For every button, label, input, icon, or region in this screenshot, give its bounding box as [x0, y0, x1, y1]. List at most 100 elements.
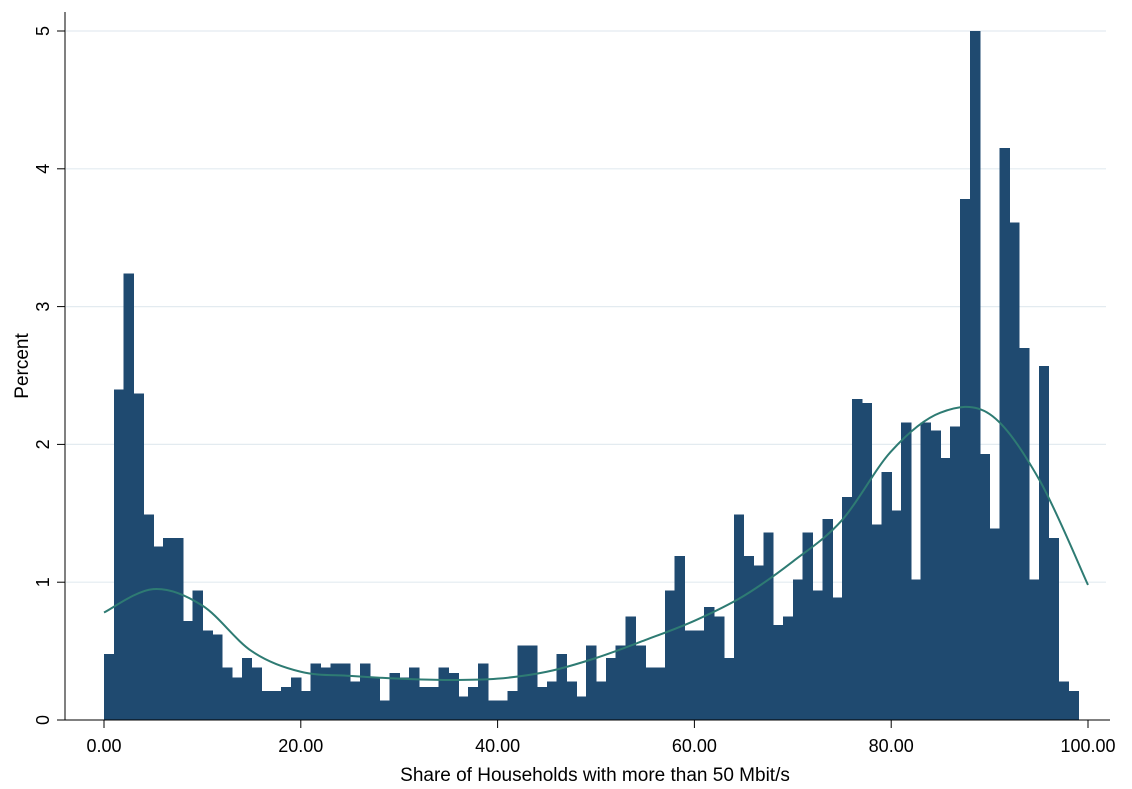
histogram-bar: [704, 607, 715, 720]
histogram-bar: [763, 532, 774, 720]
y-tick-label: 3: [33, 302, 53, 312]
histogram-bar: [861, 403, 873, 720]
histogram-bar: [842, 496, 853, 720]
histogram-bar: [723, 657, 735, 720]
histogram-bar: [468, 686, 479, 720]
histogram-bar: [251, 667, 263, 720]
histogram-bar: [418, 686, 430, 720]
x-tick-label: 100.00: [1060, 736, 1115, 756]
histogram-bar: [399, 677, 410, 720]
histogram-bar: [389, 673, 400, 720]
x-tick-label: 80.00: [869, 736, 914, 756]
x-axis-title: Share of Households with more than 50 Mb…: [400, 765, 790, 786]
histogram-bar: [202, 630, 213, 720]
histogram-bar: [664, 590, 676, 720]
histogram-bar: [163, 538, 174, 720]
y-tick-label: 5: [33, 26, 53, 36]
x-tick-label: 40.00: [475, 736, 520, 756]
histogram-bar: [153, 546, 164, 720]
histogram-bar: [123, 273, 135, 720]
histogram-bar: [290, 677, 302, 720]
histogram-bar: [261, 691, 272, 720]
histogram-bar: [1038, 365, 1050, 720]
histogram-bar: [694, 630, 705, 720]
histogram-bar: [477, 663, 489, 720]
y-axis-ticks: 0 1 2 3 4 5: [33, 26, 65, 725]
histogram-bar: [881, 471, 892, 720]
histogram-bars: [104, 31, 1079, 721]
x-axis-ticks: 0.00 20.00 40.00 60.00 80.00 100.00: [86, 720, 1116, 756]
histogram-bar: [231, 677, 243, 720]
histogram-bar: [222, 667, 233, 720]
histogram-bar: [635, 645, 646, 720]
histogram-bar: [458, 696, 469, 720]
histogram-bar: [379, 700, 390, 720]
histogram-bar: [369, 677, 381, 720]
axes: [64, 12, 1110, 721]
histogram-bar: [969, 31, 981, 720]
histogram-bar: [310, 663, 322, 720]
histogram-bar: [930, 430, 941, 720]
density-curve-layer: [103, 405, 1089, 682]
histogram-bar: [586, 645, 597, 720]
histogram-bar: [1028, 579, 1040, 720]
histogram-bar: [802, 532, 814, 720]
histogram-bar: [320, 667, 331, 720]
histogram-bar: [546, 681, 558, 720]
histogram-bar: [714, 616, 725, 720]
histogram-bar: [192, 590, 203, 720]
histogram-bar: [566, 681, 577, 720]
histogram-bar: [920, 422, 932, 720]
histogram-bar: [172, 538, 184, 720]
histogram-bar: [851, 398, 863, 720]
y-tick-label: 0: [33, 715, 53, 725]
histogram-bar: [359, 663, 371, 720]
histogram-bar: [1048, 538, 1060, 720]
histogram-bar: [409, 667, 420, 720]
histogram-bar: [576, 696, 587, 720]
histogram-bar: [989, 528, 1001, 720]
histogram-bar: [901, 422, 912, 720]
histogram-bar: [271, 691, 282, 720]
histogram-bar: [960, 199, 971, 721]
histogram-bar: [950, 426, 961, 720]
histogram-bar: [556, 653, 568, 720]
histogram-bar: [507, 691, 518, 720]
histogram-bar: [1009, 222, 1020, 721]
y-tick-label: 2: [33, 439, 53, 449]
y-tick-label: 4: [33, 164, 53, 174]
histogram-bar: [330, 663, 341, 720]
histogram-bar: [733, 514, 745, 720]
histogram-bar: [792, 579, 804, 720]
histogram-bar: [822, 518, 833, 720]
histogram-bar: [517, 645, 528, 720]
histogram-bar: [1019, 347, 1030, 720]
histogram-bar: [674, 556, 686, 720]
histogram-bar: [536, 686, 548, 720]
histogram-bar: [448, 673, 459, 720]
histogram-bar: [133, 393, 144, 720]
histogram-bar: [596, 681, 607, 720]
x-tick-label: 0.00: [86, 736, 121, 756]
histogram-bar: [428, 686, 440, 720]
histogram-bar: [438, 667, 449, 720]
histogram-bar: [212, 634, 223, 720]
histogram-bar: [487, 700, 499, 720]
histogram-bar: [655, 667, 666, 720]
histogram-bar: [782, 616, 794, 720]
histogram-bar: [891, 510, 902, 720]
histogram-bar: [645, 667, 656, 720]
histogram-bar: [1068, 691, 1079, 720]
histogram-bar: [340, 663, 351, 720]
density-curve: [103, 405, 1089, 682]
histogram-bar: [743, 556, 755, 720]
x-tick-label: 60.00: [672, 736, 717, 756]
histogram-bar: [684, 630, 695, 720]
x-tick-label: 20.00: [278, 736, 323, 756]
histogram-bar: [527, 645, 538, 720]
histogram-bar: [182, 620, 194, 720]
histogram-bar: [940, 458, 951, 720]
histogram-bar: [605, 657, 617, 720]
